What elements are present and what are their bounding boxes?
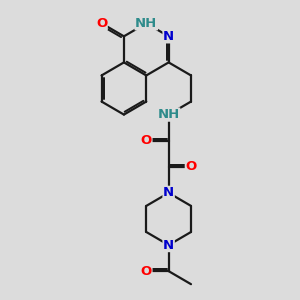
- Text: N: N: [163, 30, 174, 43]
- Text: O: O: [185, 160, 197, 173]
- Text: O: O: [141, 134, 152, 147]
- Text: O: O: [141, 265, 152, 278]
- Text: NH: NH: [158, 108, 180, 121]
- Text: O: O: [96, 17, 107, 30]
- Text: NH: NH: [135, 17, 158, 30]
- Text: N: N: [163, 186, 174, 200]
- Text: N: N: [163, 238, 174, 251]
